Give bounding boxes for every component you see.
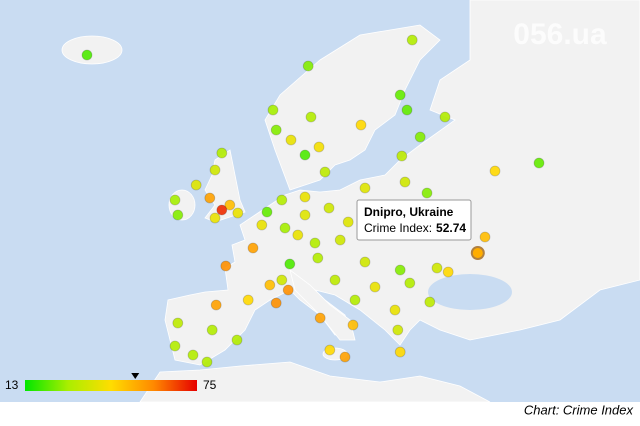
city-point[interactable] (431, 262, 443, 274)
city-point[interactable] (342, 216, 354, 228)
city-point[interactable] (204, 192, 216, 204)
city-point[interactable] (216, 204, 228, 216)
city-point[interactable] (414, 131, 426, 143)
city-point[interactable] (313, 141, 325, 153)
tooltip-label: Crime Index: (364, 221, 432, 235)
city-point[interactable] (309, 237, 321, 249)
city-point[interactable] (349, 294, 361, 306)
city-point[interactable] (169, 194, 181, 206)
city-point[interactable] (276, 274, 288, 286)
legend-marker (131, 373, 140, 379)
city-point[interactable] (284, 258, 296, 270)
city-point[interactable] (276, 194, 288, 206)
city-point[interactable] (216, 147, 228, 159)
city-point[interactable] (242, 294, 254, 306)
city-point[interactable] (247, 242, 259, 254)
city-point[interactable] (329, 274, 341, 286)
city-point[interactable] (442, 266, 454, 278)
tooltip: Dnipro, Ukraine Crime Index: 52.74 (356, 199, 472, 241)
city-point[interactable] (302, 60, 314, 72)
city-points (81, 34, 545, 368)
city-point[interactable] (406, 34, 418, 46)
city-point[interactable] (404, 277, 416, 289)
city-point[interactable] (264, 279, 276, 291)
city-point[interactable] (319, 166, 331, 178)
city-point[interactable] (279, 222, 291, 234)
city-point[interactable] (172, 209, 184, 221)
credit: Chart: Crime Index (524, 402, 634, 417)
tooltip-box (356, 199, 472, 241)
city-point[interactable] (292, 229, 304, 241)
city-point[interactable] (394, 264, 406, 276)
city-point[interactable] (261, 206, 273, 218)
city-point[interactable] (401, 104, 413, 116)
watermark: 056.ua (513, 18, 607, 51)
city-point[interactable] (299, 209, 311, 221)
city-point[interactable] (201, 356, 213, 368)
city-point[interactable] (285, 134, 297, 146)
city-point[interactable] (256, 219, 268, 231)
city-point[interactable] (323, 202, 335, 214)
city-point[interactable] (533, 157, 545, 169)
city-point[interactable] (421, 187, 433, 199)
legend-bar (25, 380, 197, 391)
city-point[interactable] (231, 334, 243, 346)
city-point[interactable] (270, 124, 282, 136)
city-point[interactable] (81, 49, 93, 61)
city-point[interactable] (399, 176, 411, 188)
city-point[interactable] (339, 351, 351, 363)
city-point[interactable] (210, 299, 222, 311)
city-point[interactable] (232, 207, 244, 219)
city-point[interactable] (209, 164, 221, 176)
city-point[interactable] (389, 304, 401, 316)
city-point[interactable] (396, 150, 408, 162)
city-point[interactable] (190, 179, 202, 191)
city-point[interactable] (369, 281, 381, 293)
tooltip-value: 52.74 (436, 221, 466, 235)
legend: 13 75 (5, 373, 217, 392)
city-point[interactable] (270, 297, 282, 309)
city-point[interactable] (267, 104, 279, 116)
city-point[interactable] (394, 346, 406, 358)
city-point[interactable] (209, 212, 221, 224)
city-point[interactable] (299, 149, 311, 161)
city-point[interactable] (324, 344, 336, 356)
city-point[interactable] (314, 312, 326, 324)
city-point[interactable] (394, 89, 406, 101)
city-point[interactable] (169, 340, 181, 352)
city-point[interactable] (334, 234, 346, 246)
city-point[interactable] (282, 284, 294, 296)
legend-min: 13 (5, 378, 19, 392)
city-point[interactable] (220, 260, 232, 272)
city-point[interactable] (424, 296, 436, 308)
city-point[interactable] (489, 165, 501, 177)
tooltip-title: Dnipro, Ukraine (364, 205, 454, 219)
city-point[interactable] (206, 324, 218, 336)
city-point[interactable] (172, 317, 184, 329)
city-point[interactable] (439, 111, 451, 123)
legend-max: 75 (203, 378, 217, 392)
city-point[interactable] (479, 231, 491, 243)
city-point[interactable] (347, 319, 359, 331)
city-point[interactable] (392, 324, 404, 336)
city-point[interactable] (355, 119, 367, 131)
city-point[interactable] (359, 182, 371, 194)
city-point[interactable] (187, 349, 199, 361)
city-point[interactable] (359, 256, 371, 268)
city-point[interactable] (312, 252, 324, 264)
city-point[interactable] (305, 111, 317, 123)
city-point[interactable] (470, 246, 485, 260)
city-point[interactable] (224, 199, 236, 211)
city-point[interactable] (299, 191, 311, 203)
